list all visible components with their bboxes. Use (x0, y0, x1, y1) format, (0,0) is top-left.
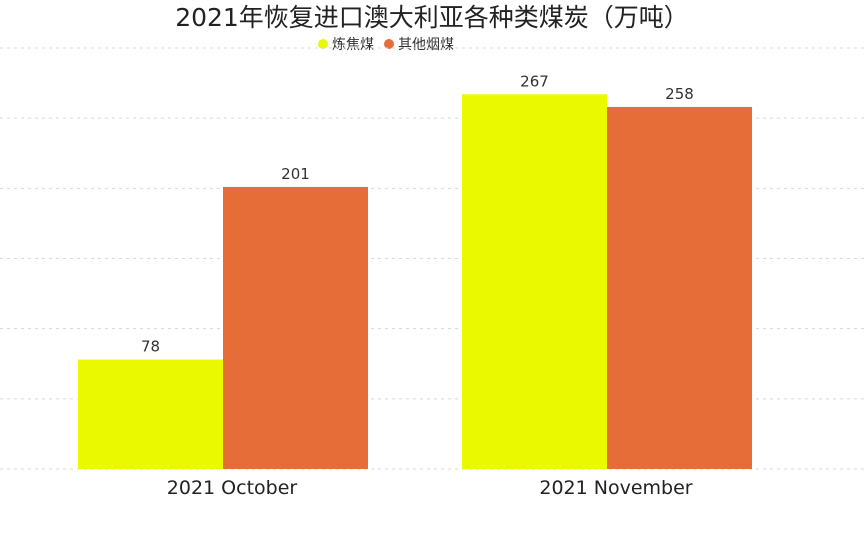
legend-item: 其他烟煤 (384, 37, 454, 53)
legend-swatch (318, 39, 328, 49)
legend-label: 炼焦煤 (332, 37, 374, 53)
x-axis-ticks: 2021 October 2021 November (167, 477, 693, 499)
legend: 炼焦煤 其他烟煤 (318, 37, 454, 53)
bar (223, 186, 368, 469)
x-tick-label: 2021 November (539, 477, 692, 499)
bars (78, 94, 752, 469)
bar (78, 359, 223, 469)
bar (462, 94, 607, 469)
legend-label: 其他烟煤 (398, 37, 454, 53)
bar (607, 106, 752, 469)
data-label: 78 (141, 338, 160, 356)
legend-item: 炼焦煤 (318, 37, 374, 53)
data-label: 201 (281, 165, 310, 183)
chart-title: 2021年恢复进口澳大利亚各种类煤炭（万吨） (175, 3, 689, 32)
data-label: 267 (520, 72, 549, 90)
x-tick-label: 2021 October (167, 477, 298, 499)
value-labels: 78 201 267 258 (141, 72, 694, 355)
data-label: 258 (665, 85, 694, 103)
legend-swatch (384, 39, 394, 49)
